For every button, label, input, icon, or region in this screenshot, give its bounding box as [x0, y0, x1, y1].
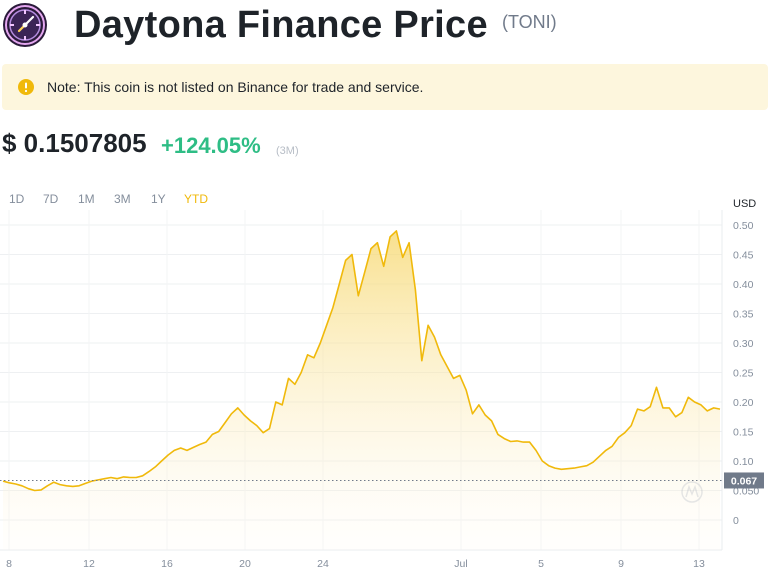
y-tick-label: 0.20 — [733, 397, 754, 409]
x-tick-label: 20 — [239, 558, 251, 570]
note-text: Note: This coin is not listed on Binance… — [47, 79, 424, 95]
tab-1m[interactable]: 1M — [78, 192, 95, 206]
x-tick-label: 5 — [538, 558, 544, 570]
y-tick-label: 0.25 — [733, 368, 754, 380]
x-tick-label: Jul — [454, 558, 467, 570]
y-tick-label: 0.30 — [733, 338, 754, 350]
x-tick-label: 9 — [618, 558, 624, 570]
tab-ytd[interactable]: YTD — [184, 192, 208, 206]
price-line — [2, 230, 721, 492]
tab-1y[interactable]: 1Y — [151, 192, 166, 206]
page-title: Daytona Finance Price — [74, 4, 488, 46]
coin-watermark-icon — [681, 481, 703, 503]
coin-ticker: (TONI) — [502, 12, 557, 32]
y-tick-label: 0.45 — [733, 250, 754, 262]
price-change: +124.05% — [161, 133, 261, 158]
y-tick-label: 0.15 — [733, 427, 754, 439]
x-tick-label: 24 — [317, 558, 329, 570]
y-tick-label: 0.35 — [733, 309, 754, 321]
reference-label: 0.067 — [731, 475, 757, 487]
x-tick-label: 12 — [83, 558, 95, 570]
y-tick-label: 0.10 — [733, 456, 754, 468]
tab-7d[interactable]: 7D — [43, 192, 59, 206]
change-period: (3M) — [276, 145, 299, 157]
tab-1d[interactable]: 1D — [9, 192, 25, 206]
x-tick-label: 13 — [693, 558, 705, 570]
current-price: $ 0.1507805 — [2, 128, 147, 158]
y-tick-label: 0.50 — [733, 220, 754, 232]
y-tick-label: 0 — [733, 515, 739, 527]
not-listed-note: Note: This coin is not listed on Binance… — [2, 64, 768, 110]
x-tick-label: 16 — [161, 558, 173, 570]
y-tick-label: 0.40 — [733, 279, 754, 291]
currency-label: USD — [733, 198, 756, 210]
reference-label-bg — [724, 472, 764, 489]
tab-3m[interactable]: 3M — [114, 192, 131, 206]
y-tick-label: 0.050 — [733, 486, 759, 498]
warning-icon — [18, 79, 34, 95]
x-tick-label: 8 — [6, 558, 12, 570]
daytona-logo-icon — [3, 3, 47, 47]
page-header: Daytona Finance Price (TONI) — [0, 0, 783, 52]
price-area — [3, 230, 720, 550]
